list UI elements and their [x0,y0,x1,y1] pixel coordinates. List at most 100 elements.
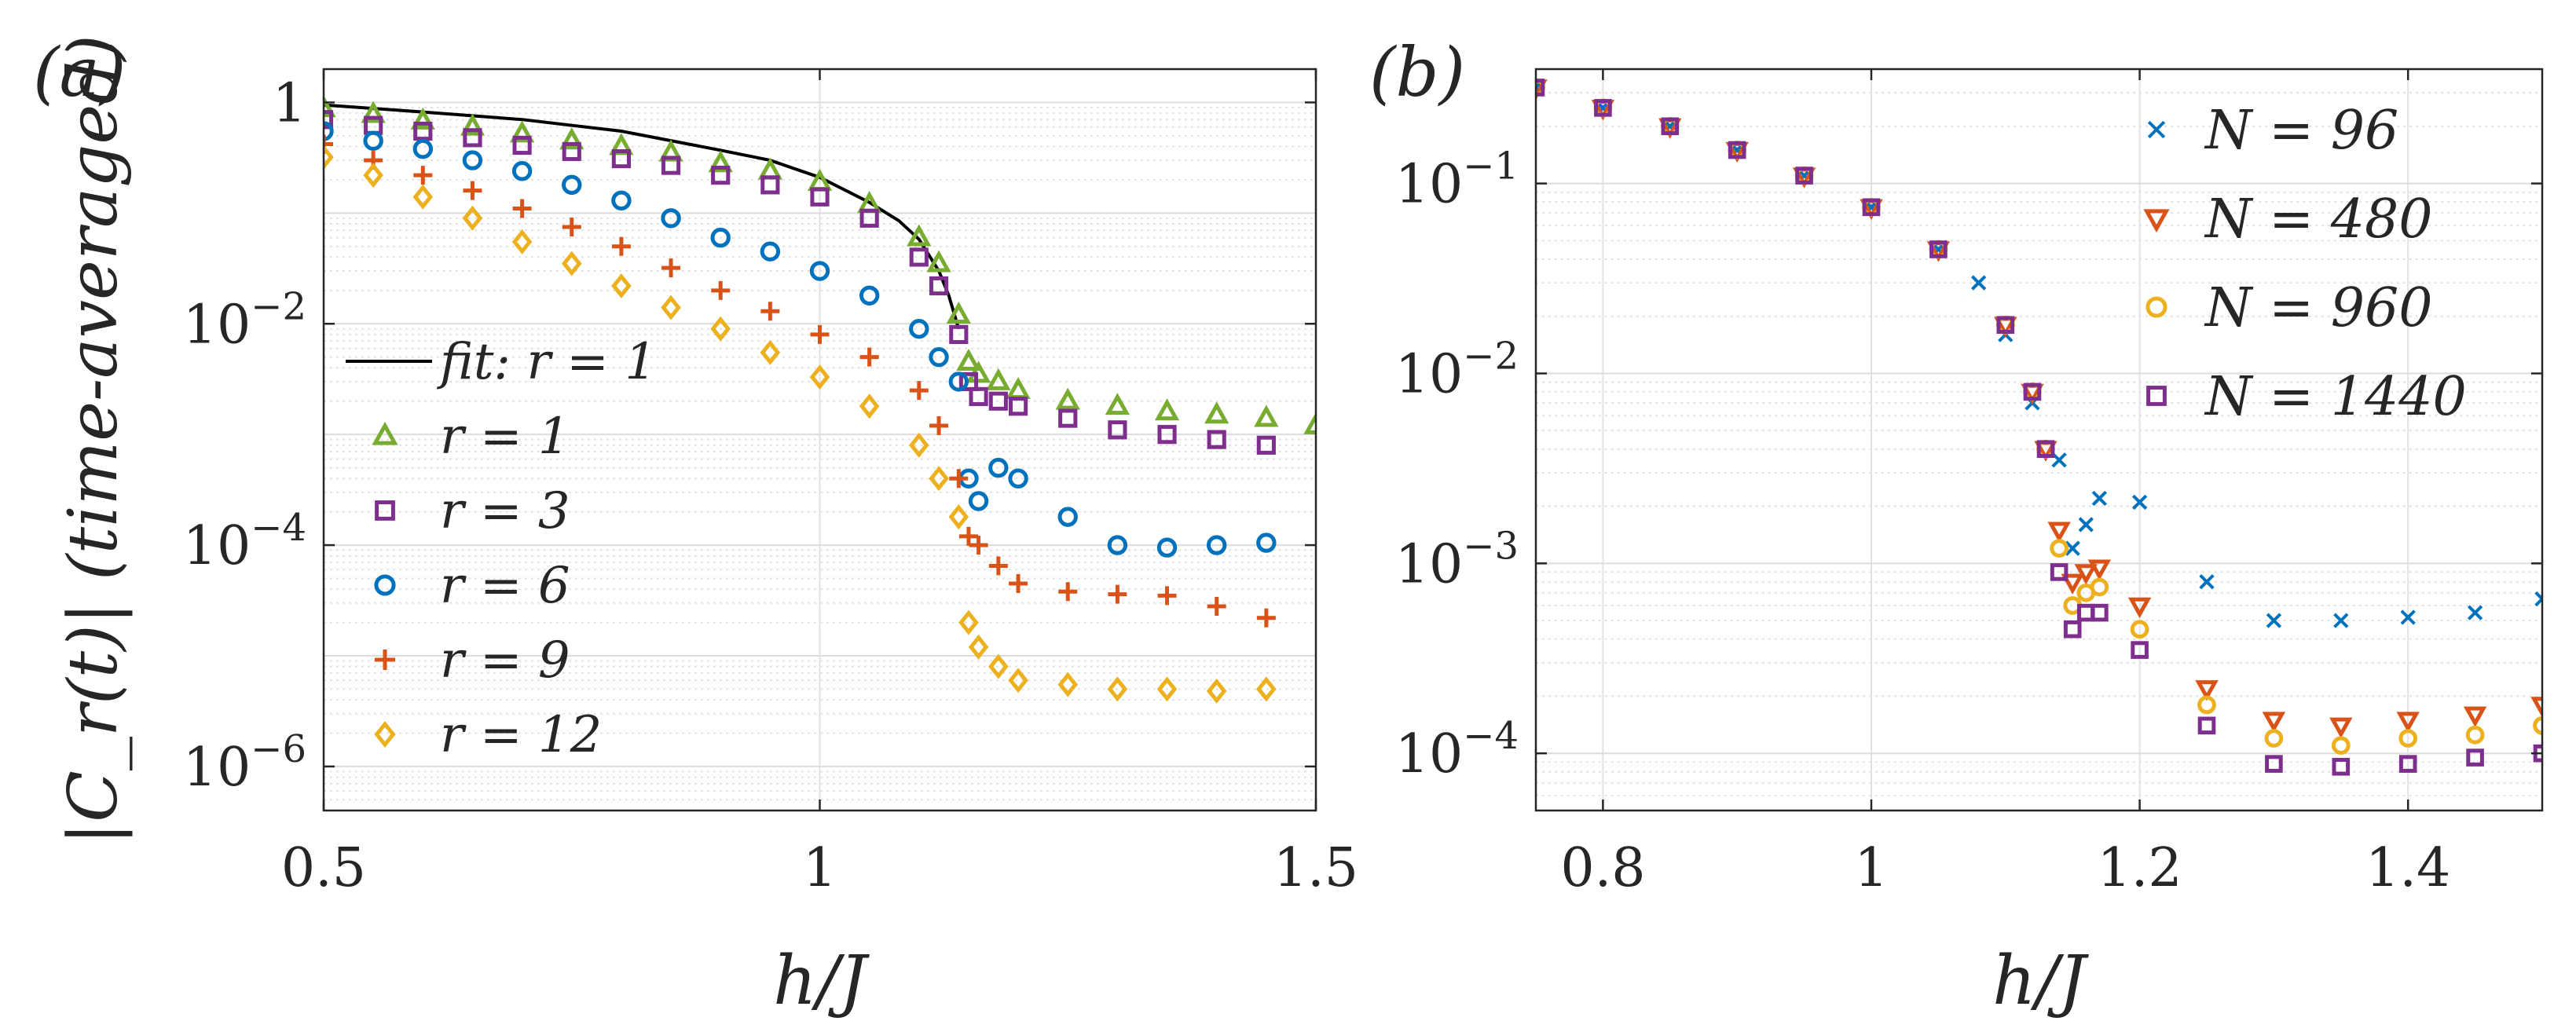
data-point [1728,141,1746,159]
legend-label: fit: r = 1 [437,333,657,391]
data-point [463,181,482,200]
series-n-96 [1536,79,2542,628]
data-point [809,364,830,390]
data-point [909,319,929,339]
data-point [1008,468,1028,489]
data-point [948,371,969,392]
data-point [1157,586,1177,606]
data-point [1303,412,1316,434]
data-point [324,95,336,118]
data-point [2195,680,2219,701]
data-point [661,295,681,320]
y-tick-label: 10−3 [1395,524,1519,595]
legend-label: N = 480 [2204,188,2433,251]
data-point [949,469,969,489]
data-point [410,107,435,130]
data-point [2050,563,2068,581]
data-point [661,156,681,175]
y-axis-label: |C_r(t)| (time-averaged) [54,35,133,845]
data-point [926,250,951,273]
data-point [907,224,932,247]
data-point [760,241,781,262]
data-point [2199,574,2215,590]
data-point [810,187,830,207]
y-tick-label: 1 [273,72,306,134]
legend-label: r = 1 [440,408,570,466]
y-tick-label: 10−1 [1395,145,1519,216]
x-tick-label: 0.5 [281,837,366,899]
data-point [2332,757,2351,776]
data-point [511,161,533,181]
data-point [711,280,731,300]
data-point [462,205,483,231]
data-point [988,556,1008,576]
legend-label: N = 960 [2204,277,2433,339]
data-point [2050,539,2068,558]
data-point [810,324,830,344]
data-point [2266,613,2282,628]
data-point [661,258,681,278]
data-point [2467,605,2483,620]
data-point [2333,613,2349,628]
data-point [1594,99,1612,117]
data-point [2023,382,2042,401]
data-point [512,199,532,218]
data-point [412,184,434,210]
data-point [1154,398,1180,421]
data-point [2329,717,2353,738]
data-point [929,276,949,296]
data-point [909,247,929,267]
data-point [1057,507,1078,527]
data-point [969,536,988,555]
legend-label: r = 6 [440,557,570,615]
y-tick-label: 10−2 [183,284,306,356]
data-point [1207,430,1226,449]
data-point [909,381,929,401]
data-point [1536,79,1545,97]
data-point [462,150,483,170]
legend-marker [374,720,396,748]
data-point [956,348,981,371]
y-tick-label: 10−6 [183,727,306,799]
data-point [958,371,979,392]
legend-marker [374,574,396,596]
data-point [1058,408,1078,428]
data-point [760,302,780,321]
data-point [2131,641,2149,659]
data-point [710,227,731,248]
data-point [968,491,989,511]
data-point [2400,609,2416,625]
legend-marker [375,500,395,521]
x-axis-label: h/J [1992,942,2089,1020]
data-point [2063,620,2082,639]
data-point [1157,425,1177,445]
data-point [412,138,433,159]
data-point [859,347,879,367]
x-tick-label: 0.8 [1560,837,1645,899]
grid [323,68,1317,811]
data-point [559,127,584,150]
data-point [1256,676,1277,702]
series-r-9 [324,134,1276,628]
data-point [2090,577,2109,597]
data-point [1795,167,1813,185]
data-point [1206,678,1227,704]
data-point [2078,517,2094,532]
data-point [1009,397,1028,416]
data-point [2398,729,2418,748]
legend-label: N = 1440 [2204,366,2467,428]
data-point [2534,591,2542,607]
legend-marker [2147,120,2166,139]
data-point [1055,387,1080,410]
x-axis-label: h/J [773,942,870,1020]
data-point [562,141,581,162]
y-axis-label-text: |C_r(t)| (time-averaged) [54,35,133,845]
data-point [1008,668,1028,693]
data-point [1107,676,1128,702]
data-point [958,526,978,546]
data-point [1996,316,2015,335]
data-point [2466,748,2484,767]
data-point [1156,537,1178,558]
data-point [1862,198,1881,217]
panel-label: (a) [33,34,126,112]
